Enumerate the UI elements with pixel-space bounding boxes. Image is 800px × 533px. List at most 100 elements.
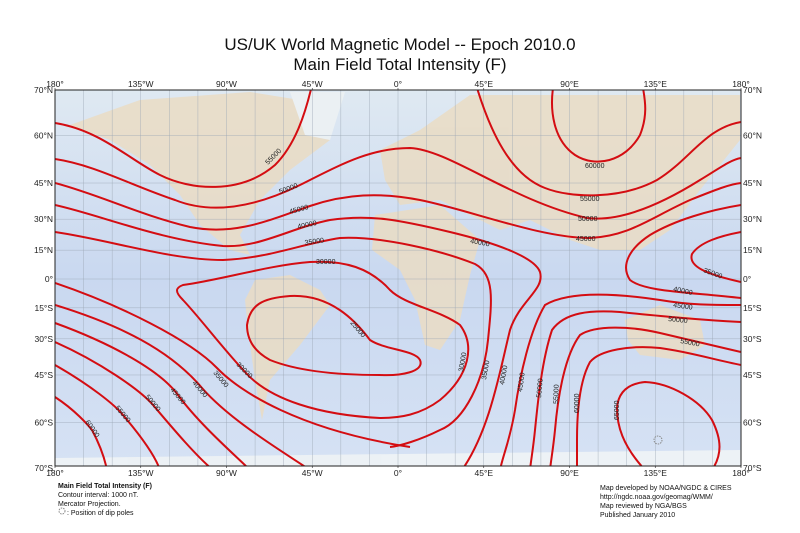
lat-label-left: 60°S xyxy=(34,417,53,427)
credit-developer: Map developed by NOAA/NGDC & CIRES xyxy=(600,485,732,492)
legend-heading: Main Field Total Intensity (F) xyxy=(58,483,152,490)
svg-text:45000: 45000 xyxy=(576,236,596,243)
north-america xyxy=(70,92,330,255)
legend-interval: Contour interval: 1000 nT. xyxy=(58,492,139,499)
svg-text:65000: 65000 xyxy=(614,400,621,420)
svg-text:50000: 50000 xyxy=(578,216,598,223)
lat-label-right: 15°S xyxy=(743,303,762,313)
map-title: US/UK World Magnetic Model -- Epoch 2010… xyxy=(224,35,576,54)
lon-label-top: 135°W xyxy=(128,79,154,89)
contour-55000-east xyxy=(476,90,741,197)
lon-label-top: 45°W xyxy=(302,79,323,89)
lon-label-top: 180° xyxy=(732,79,750,89)
lon-label-top: 90°W xyxy=(216,79,237,89)
lon-label-bottom: 0° xyxy=(394,468,402,478)
svg-text:60000: 60000 xyxy=(585,163,605,170)
lat-label-left: 45°S xyxy=(34,370,53,380)
svg-text:40000: 40000 xyxy=(470,238,490,248)
lon-label-bottom: 45°E xyxy=(474,468,493,478)
svg-text:45000: 45000 xyxy=(673,302,693,312)
lat-label-left: 45°N xyxy=(34,178,53,188)
lat-label-left: 15°N xyxy=(34,245,53,255)
contour-45000-south-west xyxy=(55,322,248,466)
lon-label-top: 45°E xyxy=(474,79,493,89)
lon-label-bottom: 135°E xyxy=(644,468,668,478)
lon-label-bottom: 135°W xyxy=(128,468,154,478)
lat-label-left: 30°N xyxy=(34,214,53,224)
legend-dip-poles: : Position of dip poles xyxy=(67,510,134,517)
contour-45000 xyxy=(55,182,741,240)
contour-55000-east xyxy=(549,326,741,466)
lon-label-bottom: 180° xyxy=(732,468,750,478)
svg-text:35000: 35000 xyxy=(481,360,491,380)
lon-label-top: 180° xyxy=(46,79,64,89)
svg-text:45000: 45000 xyxy=(517,372,527,392)
lon-label-bottom: 90°E xyxy=(560,468,579,478)
contour-35000-south-west xyxy=(55,282,411,448)
contour-55000-south-west xyxy=(55,364,160,466)
lon-label-top: 0° xyxy=(394,79,402,89)
svg-text:45000: 45000 xyxy=(289,204,310,216)
lat-label-left: 60°N xyxy=(34,131,53,141)
lon-label-bottom: 90°W xyxy=(216,468,237,478)
contour-65000-loop xyxy=(616,380,721,466)
svg-text:55000: 55000 xyxy=(553,384,561,404)
lat-label-right: 0° xyxy=(743,274,751,284)
svg-text:40000: 40000 xyxy=(673,286,694,297)
contour-60000-south-west xyxy=(55,396,108,466)
lon-label-top: 135°E xyxy=(644,79,668,89)
map-legend: Main Field Total Intensity (F) Contour i… xyxy=(58,482,152,518)
lat-label-left: 30°S xyxy=(34,334,53,344)
contour-45000-east xyxy=(499,293,741,466)
svg-text:30000: 30000 xyxy=(316,259,336,266)
contour-40000-north xyxy=(55,204,542,466)
svg-text:40000: 40000 xyxy=(297,220,318,231)
legend-projection: Mercator Projection. xyxy=(58,501,121,508)
lat-label-left: 70°N xyxy=(34,85,53,95)
contour-40000-east xyxy=(625,204,741,299)
svg-text:60000: 60000 xyxy=(574,393,581,413)
contour-30000-loop xyxy=(176,260,470,420)
svg-text:35000: 35000 xyxy=(304,237,324,247)
map-subtitle: Main Field Total Intensity (F) xyxy=(293,55,507,74)
dip-pole-icon xyxy=(653,435,663,445)
credit-published: Published January 2010 xyxy=(600,512,676,519)
south-america xyxy=(245,275,330,420)
africa xyxy=(372,205,480,350)
svg-text:50000: 50000 xyxy=(668,316,688,325)
svg-text:50000: 50000 xyxy=(536,378,545,398)
lat-label-right: 15°N xyxy=(743,245,762,255)
contour-50000-east xyxy=(529,310,741,466)
eurasia xyxy=(380,95,740,250)
contour-50000-south-west xyxy=(55,341,210,466)
lat-label-right: 30°N xyxy=(743,214,762,224)
contour-40000-south-west xyxy=(55,304,306,466)
lon-label-bottom: 180° xyxy=(46,468,64,478)
svg-text:55000: 55000 xyxy=(680,338,700,348)
contour-50000 xyxy=(55,146,741,220)
svg-text:55000: 55000 xyxy=(580,196,600,203)
svg-text:30000: 30000 xyxy=(458,352,468,372)
intensity-contours xyxy=(55,90,741,466)
credit-url[interactable]: http://ngdc.noaa.gov/geomag/WMM/ xyxy=(600,494,713,501)
lat-label-right: 60°S xyxy=(743,417,762,427)
lon-label-top: 90°E xyxy=(560,79,579,89)
lat-label-right: 70°N xyxy=(743,85,762,95)
lat-label-left: 15°S xyxy=(34,303,53,313)
lat-label-right: 60°N xyxy=(743,131,762,141)
axis-ticks: 180° 180° 135°W 135°W 90°W 90°W 45°W 45°W 0° 0° 45… xyxy=(34,79,762,478)
credit-reviewer: Map reviewed by NGA/BGS xyxy=(600,503,687,510)
svg-text:40000: 40000 xyxy=(499,365,509,385)
land-masses xyxy=(55,92,741,466)
lat-label-right: 30°S xyxy=(743,334,762,344)
map-credits: Map developed by NOAA/NGDC & CIRES http:… xyxy=(600,484,732,520)
contour-35000-north xyxy=(55,231,492,448)
contour-60000-siberia xyxy=(551,90,647,163)
contour-55000-west xyxy=(55,90,312,188)
greenland xyxy=(290,92,345,140)
lat-label-right: 45°S xyxy=(743,370,762,380)
contour-25000-loop xyxy=(245,294,422,377)
legend-dip-pole-icon xyxy=(58,507,66,515)
contour-60000-east xyxy=(576,346,741,466)
